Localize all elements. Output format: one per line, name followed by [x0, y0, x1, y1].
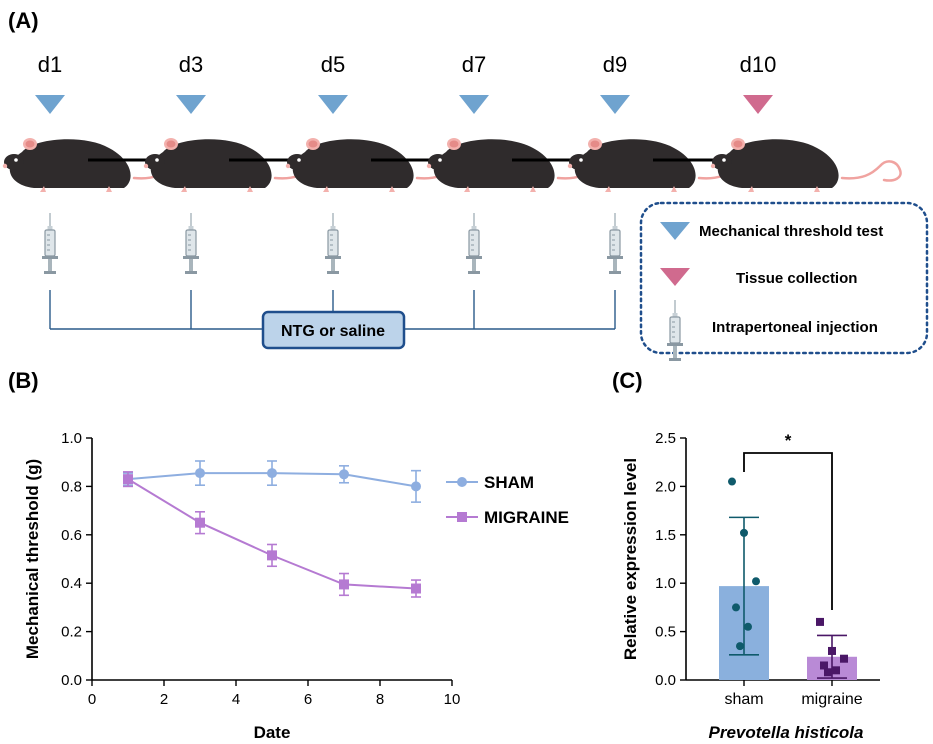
- day-label-d5: d5: [321, 52, 345, 77]
- legend-label-migraine: MIGRAINE: [484, 508, 569, 527]
- y-tick-label: 1.0: [655, 575, 676, 592]
- y-tick-label: 0.5: [655, 624, 676, 641]
- test-marker-icon: [459, 95, 489, 114]
- mouse-icon: [709, 136, 902, 194]
- data-point-sham: [195, 468, 205, 479]
- treatment-label: NTG or saline: [281, 323, 385, 340]
- collection-marker-icon: [660, 268, 690, 286]
- data-point-sham: [339, 469, 349, 480]
- data-point-migraine: [411, 583, 421, 594]
- day-label-d3: d3: [179, 52, 203, 77]
- test-marker-icon: [600, 95, 630, 114]
- data-point-migraine: [267, 550, 277, 561]
- day-label-d7: d7: [462, 52, 486, 77]
- panel-c-label: (C): [612, 368, 643, 393]
- legend-marker: [457, 512, 467, 522]
- x-axis-title: Prevotella histicola: [709, 723, 864, 742]
- legend-injection-label: Intrapertoneal injection: [712, 319, 878, 336]
- x-tick-label: 4: [232, 691, 240, 708]
- syringe-icon: [324, 212, 342, 275]
- test-marker-icon: [176, 95, 206, 114]
- y-tick-label: 0.0: [61, 672, 82, 689]
- panel-b-label: (B): [8, 368, 39, 393]
- sample-point-migraine: [828, 646, 836, 655]
- category-label-sham: sham: [724, 691, 763, 708]
- injection-bracket: [49, 290, 616, 330]
- expression-bar-chart: 0.0 0.5 1.0 1.5 2.0 2.5 sham migraine * Prevotell…: [621, 430, 880, 742]
- significance-bracket: [743, 452, 833, 610]
- sample-point-sham: [740, 528, 748, 537]
- x-tick-label: 8: [376, 691, 384, 708]
- day-label-d1: d1: [38, 52, 62, 77]
- timeline-legend-box: [639, 201, 929, 355]
- syringe-icon: [41, 212, 59, 275]
- timeline: d1 d3 d5 d7 d9 d10: [1, 52, 902, 275]
- significance-star: *: [785, 431, 792, 450]
- y-tick-label: 0.2: [61, 624, 82, 641]
- data-point-sham: [411, 481, 421, 492]
- y-tick-label: 2.0: [655, 478, 676, 495]
- sample-point-sham: [728, 477, 736, 486]
- sample-point-sham: [732, 603, 740, 612]
- y-tick-label: 0.6: [61, 527, 82, 544]
- sample-point-sham: [752, 577, 760, 586]
- x-tick-label: 10: [444, 691, 461, 708]
- y-tick-label: 1.0: [61, 430, 82, 447]
- y-tick-label: 1.5: [655, 527, 676, 544]
- data-point-migraine: [339, 579, 349, 590]
- sample-point-migraine: [820, 661, 828, 670]
- x-tick-label: 2: [160, 691, 168, 708]
- panel-a-label: (A): [8, 8, 39, 33]
- data-point-migraine: [123, 474, 133, 485]
- syringe-icon: [182, 212, 200, 275]
- treatment-box: [261, 310, 406, 350]
- syringe-icon: [606, 212, 624, 275]
- y-tick-label: 2.5: [655, 430, 676, 447]
- legend-marker: [457, 477, 467, 487]
- category-label-migraine: migraine: [801, 691, 862, 708]
- test-marker-icon: [35, 95, 65, 114]
- y-tick-label: 0.8: [61, 478, 82, 495]
- test-marker-icon: [660, 222, 690, 240]
- y-tick-label: 0.4: [61, 575, 82, 592]
- collection-marker-icon: [743, 95, 773, 114]
- data-point-sham: [267, 468, 277, 479]
- sample-point-migraine: [816, 617, 824, 626]
- x-tick-label: 6: [304, 691, 312, 708]
- sample-point-migraine: [832, 666, 840, 675]
- sample-point-sham: [744, 622, 752, 631]
- legend-collection-label: Tissue collection: [736, 270, 857, 287]
- day-label-d9: d9: [603, 52, 627, 77]
- sample-point-migraine: [840, 654, 848, 663]
- threshold-line-chart: 0.0 0.2 0.4 0.6 0.8 1.0 0 2 4 6 8 10 Date Mechanical …: [23, 430, 569, 742]
- test-marker-icon: [318, 95, 348, 114]
- legend-label-sham: SHAM: [484, 473, 534, 492]
- syringe-icon: [465, 212, 483, 275]
- legend-test-label: Mechanical threshold test: [699, 223, 883, 240]
- y-tick-label: 0.0: [655, 672, 676, 689]
- y-axis-title: Mechanical threshold (g): [23, 459, 42, 659]
- x-tick-label: 0: [88, 691, 96, 708]
- sample-point-migraine: [824, 668, 832, 677]
- y-axis-title: Relative expression level: [621, 458, 640, 660]
- data-point-migraine: [195, 517, 205, 528]
- series-line-migraine: [127, 478, 417, 590]
- day-label-d10: d10: [740, 52, 777, 77]
- x-axis-title: Date: [254, 723, 291, 742]
- sample-point-sham: [736, 642, 744, 651]
